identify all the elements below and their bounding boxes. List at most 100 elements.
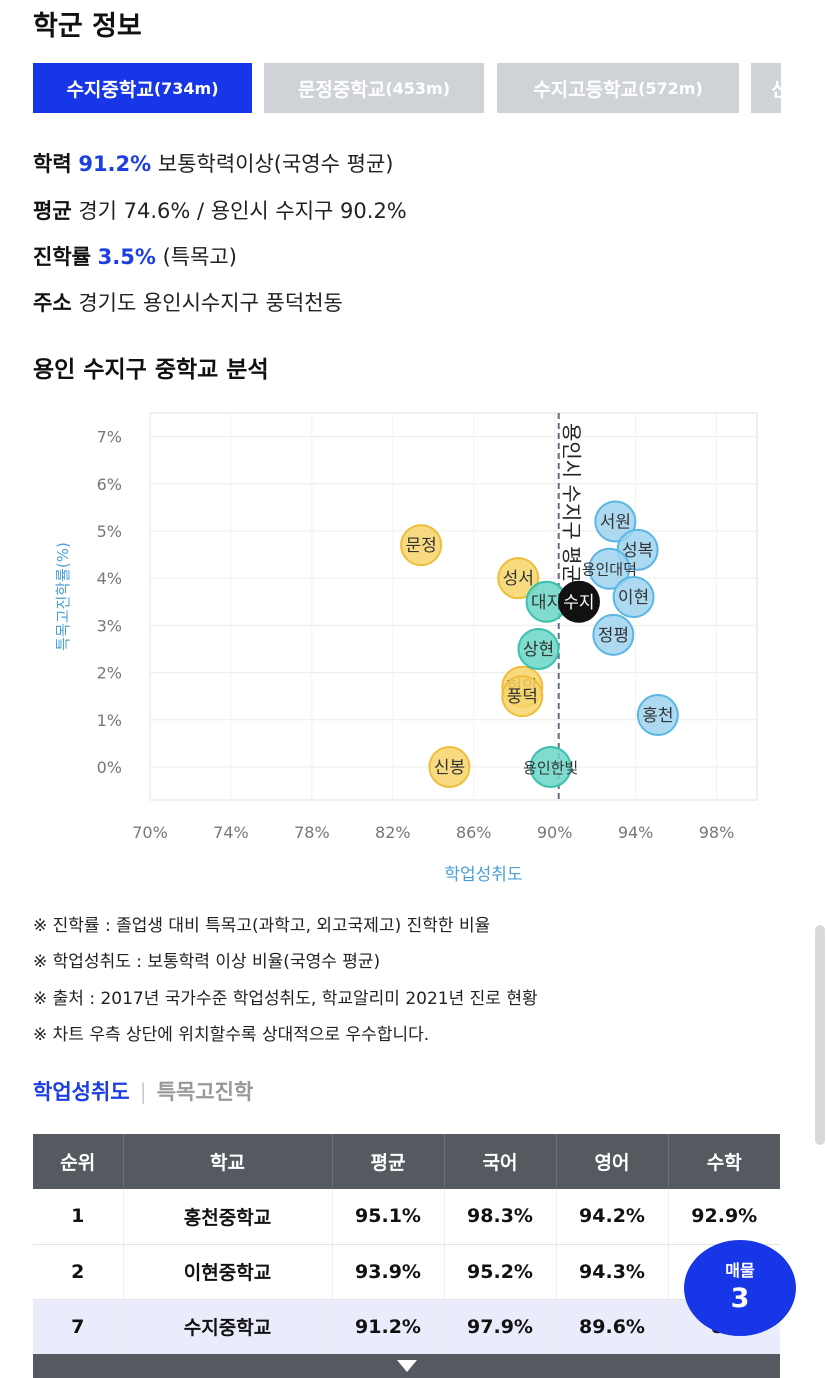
advance-label: 진학률 bbox=[33, 245, 91, 269]
y-tick-label: 6% bbox=[97, 475, 122, 494]
tab-special-school[interactable]: 특목고진학 bbox=[156, 1080, 254, 1104]
listings-fab-button[interactable]: 매물 3 bbox=[684, 1240, 796, 1336]
page-scrollbar[interactable] bbox=[815, 925, 825, 1145]
tab-school-name: 신 bbox=[771, 78, 781, 101]
x-tick-label: 82% bbox=[375, 823, 411, 842]
tab-school-3[interactable]: 신 bbox=[751, 63, 781, 113]
data-point bbox=[529, 745, 572, 788]
data-point bbox=[612, 576, 655, 619]
data-point bbox=[557, 580, 600, 623]
academic-row: 학력 91.2% 보통학력이상(국영수 평균) bbox=[33, 148, 393, 178]
cell-school: 수지중학교 bbox=[123, 1299, 333, 1355]
y-tick-label: 3% bbox=[97, 616, 122, 635]
data-point-label: 서원 bbox=[600, 513, 631, 533]
cell-english: 94.3% bbox=[556, 1244, 669, 1300]
y-tick-label: 7% bbox=[97, 428, 122, 447]
advance-row: 진학률 3.5% (특목고) bbox=[33, 241, 237, 271]
scatter-chart-svg: 0% 1% 2% 3% 4% 5% 6% 7% 70% 74% 78% 82% 86% 90% 94% 98%… bbox=[54, 412, 758, 885]
cell-avg: 91.2% bbox=[332, 1299, 445, 1355]
data-point bbox=[517, 627, 560, 670]
data-point-label: 수지 bbox=[563, 593, 594, 613]
note-3: ※ 출처 : 2017년 국가수준 학업성취도, 학교알리미 2021년 진로 … bbox=[33, 989, 538, 1009]
data-point-label: 대지 bbox=[531, 593, 562, 613]
fab-label: 매물 bbox=[725, 1261, 755, 1280]
table-row[interactable]: 2 이현중학교 93.9% 95.2% 94.3% bbox=[33, 1244, 780, 1300]
x-tick-label: 78% bbox=[294, 823, 330, 842]
cell-english: 94.2% bbox=[556, 1189, 669, 1245]
data-point-label: 이현 bbox=[618, 588, 649, 608]
y-tick-label: 1% bbox=[97, 711, 122, 730]
data-point bbox=[428, 745, 471, 788]
col-rank-header[interactable]: 순위 bbox=[33, 1134, 124, 1189]
chevron-down-icon bbox=[396, 1360, 417, 1372]
col-english-header[interactable]: 영어 bbox=[556, 1134, 669, 1189]
ranking-tabs: 학업성취도 | 특목고진학 bbox=[33, 1076, 253, 1106]
tab-school-name: 수지고등학교 bbox=[533, 78, 639, 101]
tab-school-0[interactable]: 수지중학교 (734m) bbox=[33, 63, 252, 113]
col-avg-header[interactable]: 평균 bbox=[332, 1134, 445, 1189]
cell-rank: 2 bbox=[33, 1244, 124, 1300]
data-point bbox=[497, 557, 540, 600]
data-point bbox=[636, 694, 679, 737]
cell-rank: 7 bbox=[33, 1299, 124, 1355]
tab-academic[interactable]: 학업성취도 bbox=[33, 1080, 130, 1104]
reference-line-label: 용인시 수지구 평균 bbox=[560, 423, 584, 583]
tab-school-1[interactable]: 문정중학교 (453m) bbox=[264, 63, 484, 113]
fab-count: 3 bbox=[730, 1283, 750, 1314]
table-row-current[interactable]: 7 수지중학교 91.2% 97.9% 89.6% 86 bbox=[33, 1299, 780, 1355]
cell-math: 92.9% bbox=[668, 1189, 780, 1245]
y-tick-label: 2% bbox=[97, 664, 122, 683]
data-point-label: 정평 bbox=[598, 626, 629, 646]
y-axis-label: 특목고진학률(%) bbox=[54, 542, 72, 651]
cell-school: 이현중학교 bbox=[123, 1244, 333, 1300]
cell-avg: 93.9% bbox=[332, 1244, 445, 1300]
cell-korean: 98.3% bbox=[444, 1189, 557, 1245]
note-1: ※ 진학률 : 졸업생 대비 특목고(과학고, 외고국제고) 진학한 비율 bbox=[33, 916, 491, 936]
col-korean-header[interactable]: 국어 bbox=[444, 1134, 557, 1189]
address-row: 주소 경기도 용인시수지구 풍덕천동 bbox=[33, 287, 343, 317]
data-point-label: 홍천 bbox=[642, 706, 673, 726]
y-tick-label: 4% bbox=[97, 569, 122, 588]
table-row[interactable]: 1 홍천중학교 95.1% 98.3% 94.2% 92.9% bbox=[33, 1189, 780, 1245]
x-tick-label: 70% bbox=[132, 823, 168, 842]
average-label: 평균 bbox=[33, 199, 72, 223]
data-point-label: 상현 bbox=[523, 640, 554, 660]
data-point bbox=[501, 675, 544, 718]
advance-value: 3.5% bbox=[97, 245, 156, 269]
cell-avg: 95.1% bbox=[332, 1189, 445, 1245]
data-point bbox=[588, 547, 631, 590]
cell-korean: 97.9% bbox=[444, 1299, 557, 1355]
address-desc: 경기도 용인시수지구 풍덕천동 bbox=[78, 291, 343, 315]
tab-school-distance: (572m) bbox=[638, 78, 703, 98]
academic-desc: 보통학력이상(국영수 평균) bbox=[157, 152, 394, 176]
school-info-title: 학군 정보 bbox=[33, 11, 142, 42]
data-point-label: 문정 bbox=[405, 536, 436, 556]
data-point-label: 성서 bbox=[503, 569, 534, 589]
tab-school-2[interactable]: 수지고등학교 (572m) bbox=[497, 63, 739, 113]
col-math-header[interactable]: 수학 bbox=[668, 1134, 780, 1189]
data-point bbox=[400, 524, 443, 567]
x-axis-label: 학업성취도 bbox=[444, 865, 522, 885]
address-label: 주소 bbox=[33, 291, 72, 315]
note-4: ※ 차트 우측 상단에 위치할수록 상대적으로 우수합니다. bbox=[33, 1025, 430, 1045]
x-tick-label: 74% bbox=[213, 823, 249, 842]
data-point bbox=[592, 613, 635, 656]
data-point-label: 신봉 bbox=[434, 758, 465, 778]
x-tick-label: 94% bbox=[618, 823, 654, 842]
cell-school: 홍천중학교 bbox=[123, 1189, 333, 1245]
cell-rank: 1 bbox=[33, 1189, 124, 1245]
col-school-header[interactable]: 학교 bbox=[123, 1134, 333, 1189]
tab-separator: | bbox=[139, 1080, 147, 1104]
cell-english: 89.6% bbox=[556, 1299, 669, 1355]
expand-table-button[interactable] bbox=[33, 1354, 780, 1378]
note-2: ※ 학업성취도 : 보통학력 이상 비율(국영수 평균) bbox=[33, 952, 381, 972]
x-tick-label: 86% bbox=[456, 823, 492, 842]
ranking-table: 순위 학교 평균 국어 영어 수학 1 홍천중학교 95.1% 98.3% 94… bbox=[33, 1134, 780, 1355]
average-row: 평균 경기 74.6% / 용인시 수지구 90.2% bbox=[33, 195, 407, 225]
data-point-label: 용인대덕 bbox=[582, 561, 637, 579]
table-header-row: 순위 학교 평균 국어 영어 수학 bbox=[33, 1134, 780, 1189]
data-point-label: 풍덕 bbox=[507, 687, 538, 707]
cell-korean: 95.2% bbox=[444, 1244, 557, 1300]
scatter-chart: 0% 1% 2% 3% 4% 5% 6% 7% 70% 74% 78% 82% 86% 90% 94% 98%… bbox=[0, 395, 827, 895]
analysis-title: 용인 수지구 중학교 분석 bbox=[33, 357, 269, 383]
